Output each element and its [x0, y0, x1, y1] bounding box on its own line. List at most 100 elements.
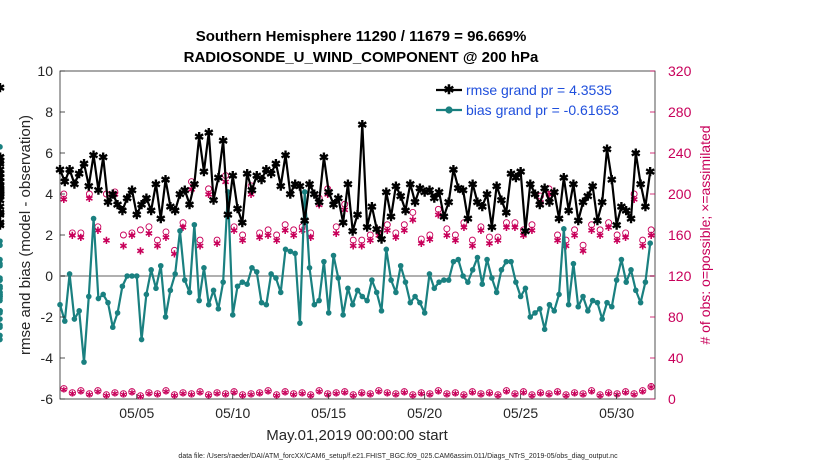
obs-low-possible-point: [230, 388, 238, 396]
bias-point: [354, 287, 361, 294]
obs-assimilated-point: ✱: [494, 236, 502, 247]
obs-assimilated-point: ✱: [638, 241, 646, 252]
rmse-point: ✱: [89, 149, 99, 163]
obs-possible-point: [503, 219, 510, 227]
obs-low-assimilated-point: ✱: [341, 388, 348, 397]
bias-point: [105, 299, 111, 306]
bias-point: [177, 228, 183, 234]
obs-possible-point: [77, 229, 85, 237]
rmse-point: ✱: [189, 177, 199, 191]
obs-assimilated-point: ✱: [272, 236, 280, 247]
obs-low-possible-point: [298, 389, 306, 397]
rmse-point: ✱: [98, 151, 108, 165]
y2-tick-label: 80: [668, 309, 684, 325]
bias-point: [551, 308, 558, 314]
obs-assimilated-point: ✱: [579, 246, 587, 257]
obs-possible-point: [213, 236, 221, 244]
rmse-point: ✱: [352, 208, 362, 222]
rmse-point: ✱: [424, 183, 434, 197]
obs-possible-point: [136, 226, 144, 234]
obs-possible-point: [332, 223, 340, 231]
y-tick-label: -2: [41, 309, 54, 325]
bias-point: [0, 260, 3, 267]
obs-assimilated-point: ✱: [204, 190, 212, 201]
obs-low-possible-point: [638, 387, 647, 395]
obs-possible-point: [605, 219, 613, 227]
legend-bias-marker: [445, 106, 453, 114]
bias-point: [263, 301, 270, 308]
rmse-point: ✱: [0, 185, 5, 199]
rmse-point: ✱: [0, 194, 5, 208]
rmse-point: ✱: [209, 194, 219, 208]
bias-point: [335, 275, 342, 281]
obs-possible-point: [205, 185, 212, 193]
obs-low-assimilated-point: ✱: [418, 389, 425, 398]
obs-low-assimilated-point: ✱: [648, 383, 655, 392]
obs-possible-point: [622, 229, 630, 237]
x-tick-label: 05/10: [215, 405, 250, 421]
obs-low-possible-point: [502, 387, 511, 395]
obs-low-assimilated-point: ✱: [571, 389, 578, 398]
y-tick-label: 6: [45, 145, 53, 161]
bias-point: [321, 258, 327, 265]
obs-possible-point: [366, 231, 374, 239]
rmse-point: ✱: [362, 220, 372, 234]
obs-low-possible-point: [477, 390, 485, 398]
obs-low-assimilated-point: ✱: [137, 392, 144, 401]
obs-possible-point: [119, 231, 127, 239]
obs-possible-point: [639, 236, 647, 244]
rmse-point: ✱: [0, 188, 5, 202]
bias-point: [297, 320, 303, 326]
obs-low-assimilated-point: ✱: [512, 390, 519, 399]
obs-assimilated-point: ✱: [289, 231, 297, 242]
rmse-point: ✱: [237, 216, 247, 230]
obs-low-possible-point: [247, 390, 255, 398]
right-axis-ticks: 0 40 80 120 160 200 240 280 320: [650, 63, 692, 407]
bias-point: [301, 189, 308, 195]
obs-possible-point: [571, 226, 579, 234]
rmse-point: ✱: [333, 192, 343, 206]
rmse-point: ✱: [415, 181, 425, 195]
bias-point: [421, 310, 428, 316]
bias-point: [455, 256, 462, 263]
bias-point: [580, 293, 586, 300]
obs-low-assimilated-point: ✱: [520, 388, 527, 397]
bias-point: [273, 275, 279, 281]
bias-point: [186, 289, 193, 296]
obs-assimilated-point: ✱: [247, 190, 255, 201]
obs-possible-point: [256, 229, 264, 237]
bias-point: [628, 267, 634, 273]
obs-low-assimilated-point: ✱: [597, 391, 604, 400]
obs-low-assimilated-point: ✱: [86, 390, 93, 399]
bias-point: [167, 287, 174, 294]
bias-point: [479, 281, 486, 288]
x-tick-label: 05/20: [407, 405, 442, 421]
obs-low-possible-point: [511, 390, 519, 398]
obs-low-assimilated-point: ✱: [69, 389, 76, 398]
rmse-point: ✱: [0, 188, 5, 202]
bias-point: [417, 299, 423, 306]
rmse-point: ✱: [266, 167, 276, 181]
bias-point: [407, 299, 414, 306]
bias-point: [249, 265, 255, 271]
obs-low-possible-point: [290, 390, 298, 398]
obs-assimilated-point: ✱: [630, 195, 638, 206]
bias-point: [647, 240, 654, 246]
bias-point: [244, 281, 250, 288]
rmse-point: ✱: [122, 192, 132, 206]
obs-low-possible-point: [545, 390, 553, 398]
bias-point: [436, 279, 442, 285]
rmse-point: ✱: [103, 196, 113, 210]
obs-possible-point: [264, 226, 272, 234]
obs-assimilated-point: ✱: [230, 226, 238, 237]
bias-point: [594, 299, 601, 306]
y2-tick-label: 0: [668, 391, 676, 407]
bias-point: [292, 250, 298, 257]
rmse-point: ✱: [146, 204, 156, 218]
obs-low-possible-point: [604, 389, 613, 397]
bias-point: [210, 287, 217, 294]
bias-point: [220, 279, 226, 285]
bias-point: [181, 277, 188, 283]
rmse-point: ✱: [525, 177, 535, 191]
bias-point: [426, 271, 433, 277]
